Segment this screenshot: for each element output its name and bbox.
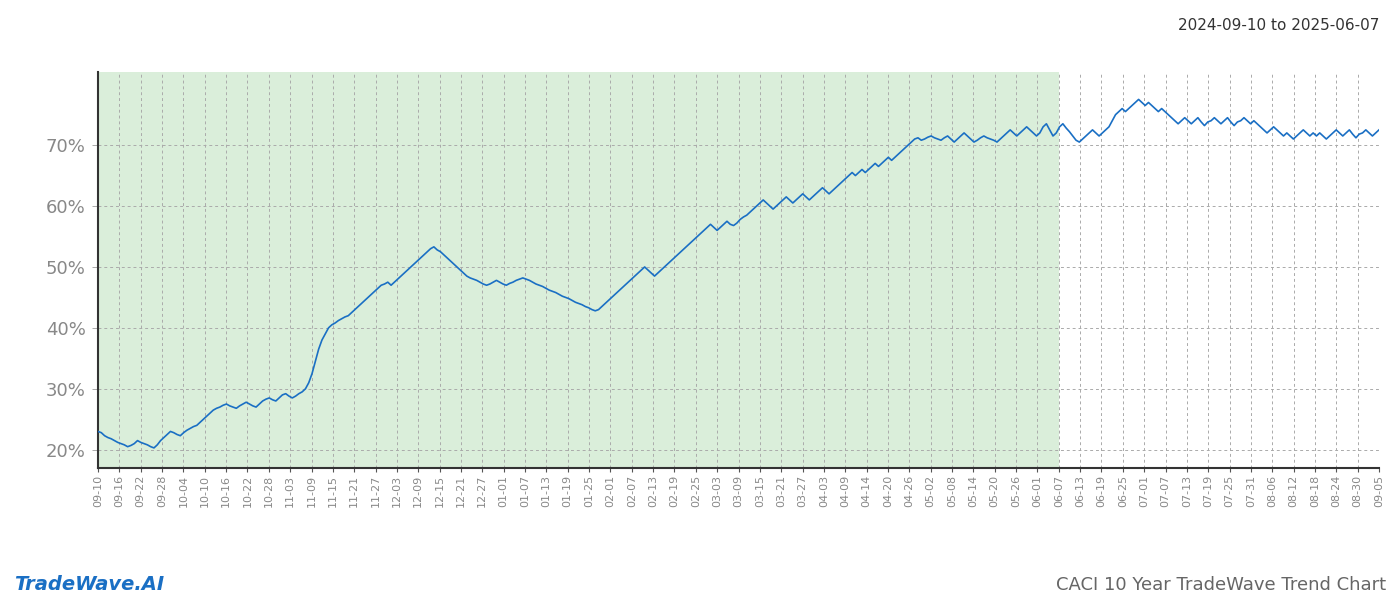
Text: TradeWave.AI: TradeWave.AI: [14, 575, 164, 594]
Bar: [98, 72, 1058, 468]
Text: CACI 10 Year TradeWave Trend Chart: CACI 10 Year TradeWave Trend Chart: [1056, 576, 1386, 594]
Text: 2024-09-10 to 2025-06-07: 2024-09-10 to 2025-06-07: [1177, 18, 1379, 33]
